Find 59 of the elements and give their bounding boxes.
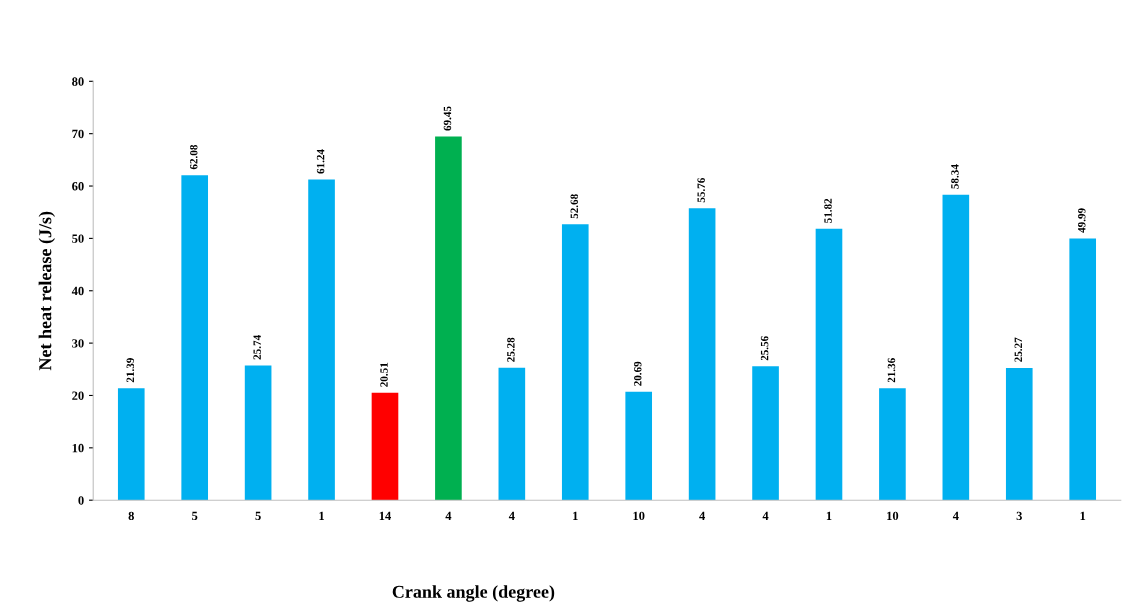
x-axis-title: Crank angle (degree) [392, 585, 555, 602]
data-label: 69.45 [443, 106, 452, 131]
y-tick-label: 30 [72, 339, 84, 348]
x-tick-label: 10 [887, 511, 899, 521]
x-tick-label: 1 [1080, 511, 1086, 520]
y-tick-label: 10 [72, 443, 84, 453]
y-tick-label: 20 [72, 391, 84, 400]
x-tick-label: 4 [952, 511, 959, 520]
x-tick-label: 8 [128, 511, 134, 521]
bar [498, 367, 526, 501]
data-label: 55.76 [697, 178, 705, 203]
y-tick-label: 70 [72, 129, 84, 139]
x-tick-label: 14 [379, 511, 391, 520]
y-tick-label: 80 [72, 77, 84, 86]
data-label: 25.56 [760, 336, 769, 361]
y-tick-label: 60 [72, 182, 84, 191]
bar [752, 366, 779, 501]
data-label: 25.28 [507, 337, 515, 362]
data-label: 49.99 [1078, 208, 1086, 233]
data-label: 51.82 [824, 198, 832, 223]
x-tick-label: 4 [699, 511, 706, 520]
data-label: 52.68 [570, 194, 579, 219]
bar [117, 388, 145, 501]
data-label: 20.69 [633, 361, 642, 386]
data-label: 25.74 [253, 335, 261, 360]
data-label: 21.39 [126, 358, 135, 383]
y-axis-title: Net heat release (J/s) [38, 211, 56, 371]
y-tick-label: 0 [78, 496, 84, 505]
x-tick-label: 4 [445, 511, 452, 520]
bar [244, 365, 272, 501]
bar [688, 208, 716, 501]
bar [435, 136, 462, 501]
x-tick-label: 4 [762, 511, 769, 520]
data-label: 58.34 [951, 164, 959, 189]
data-label: 21.36 [887, 358, 896, 383]
bar [181, 175, 209, 501]
bar [942, 194, 970, 501]
bar [1069, 238, 1097, 501]
y-tick-label: 50 [72, 234, 84, 243]
x-tick-label: 5 [255, 511, 261, 521]
data-label: 20.51 [380, 362, 388, 387]
bar [625, 391, 653, 501]
bar [561, 224, 589, 501]
x-tick-label: 1 [826, 511, 832, 520]
x-tick-label: 5 [192, 511, 198, 521]
data-label: 61.24 [316, 149, 325, 174]
bar [371, 392, 399, 501]
x-tick-label: 3 [1016, 511, 1022, 521]
x-tick-label: 4 [508, 511, 515, 520]
bar [879, 388, 906, 501]
bar [1005, 367, 1033, 501]
data-label: 62.08 [189, 144, 198, 170]
x-tick-label: 1 [319, 511, 325, 520]
bar [815, 228, 843, 501]
bar [308, 179, 335, 501]
data-label: 25.27 [1014, 337, 1023, 362]
x-tick-label: 1 [573, 511, 578, 520]
x-tick-label: 10 [633, 511, 645, 521]
y-tick-label: 40 [71, 286, 84, 296]
